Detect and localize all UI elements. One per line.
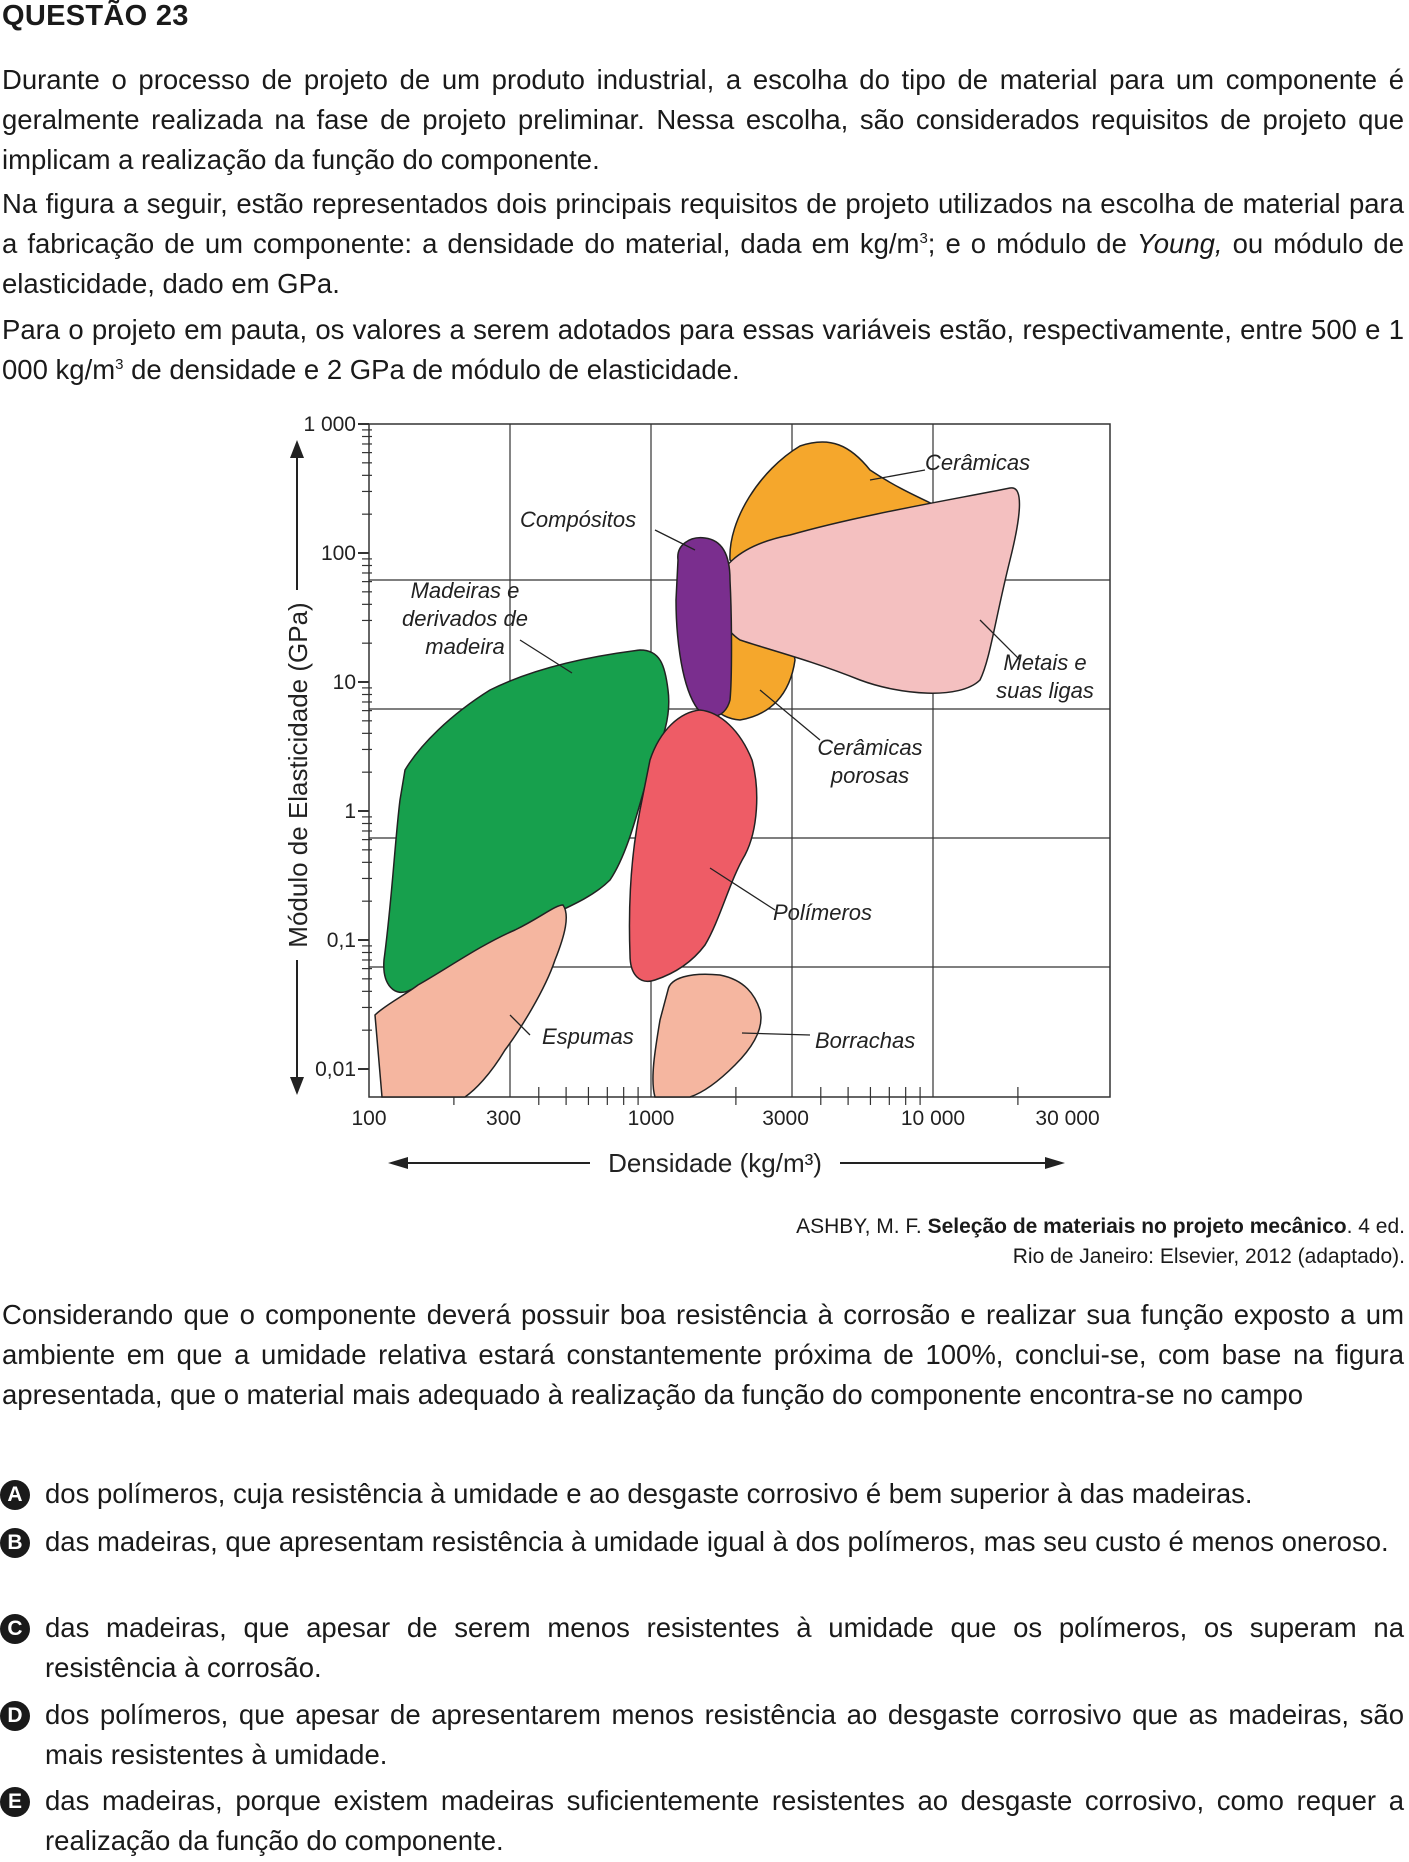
label-polimeros: Polímeros	[773, 900, 872, 925]
region-madeiras	[383, 649, 670, 993]
x-tick-label: 3000	[762, 1107, 809, 1130]
y-tick-label: 0,1	[327, 929, 356, 952]
region-metais	[717, 487, 1021, 694]
option-text-b: das madeiras, que apresentam resistência…	[45, 1526, 1389, 1557]
option-c[interactable]: C das madeiras, que apesar de serem meno…	[0, 1608, 1404, 1688]
x-tick-label: 10 000	[901, 1107, 965, 1130]
x-tick-label: 1000	[628, 1107, 675, 1130]
y-axis-label: Módulo de Elasticidade (GPa)	[283, 602, 313, 947]
ashby-chart: Cerâmicas Compósitos Madeiras e derivado…	[282, 413, 1111, 1181]
citation: ASHBY, M. F. Seleção de materiais no pro…	[796, 1215, 1405, 1268]
label-espumas: Espumas	[542, 1024, 634, 1049]
option-letter-a: A	[0, 1480, 30, 1510]
option-letter-d: D	[0, 1701, 30, 1731]
option-text-e: das madeiras, porque existem madeiras su…	[45, 1785, 1404, 1856]
option-letter-e: E	[0, 1787, 30, 1817]
option-letter-c: C	[0, 1614, 30, 1644]
option-text-c: das madeiras, que apesar de serem menos …	[45, 1612, 1404, 1683]
x-tick-label: 100	[351, 1107, 386, 1130]
label-madeiras-3: madeira	[425, 634, 504, 659]
label-compositos: Compósitos	[520, 507, 636, 532]
option-text-a: dos polímeros, cuja resistência à umidad…	[45, 1478, 1253, 1509]
question-stem: Considerando que o componente deverá pos…	[2, 1299, 1404, 1410]
region-compositos	[675, 537, 733, 718]
label-metais-2: suas ligas	[996, 678, 1094, 703]
option-b[interactable]: B das madeiras, que apresentam resistênc…	[0, 1522, 1404, 1562]
label-madeiras-1: Madeiras e	[411, 578, 520, 603]
option-text-d: dos polímeros, que apesar de apresentare…	[45, 1699, 1404, 1770]
y-tick-label: 1 000	[303, 413, 356, 436]
option-e[interactable]: E das madeiras, porque existem madeiras …	[0, 1781, 1404, 1861]
y-tick-label: 10	[333, 671, 356, 694]
label-ceramicas-porosas-1: Cerâmicas	[817, 735, 922, 760]
option-letter-b: B	[0, 1528, 30, 1558]
region-borrachas	[652, 973, 762, 1098]
x-tick-label: 300	[486, 1107, 521, 1130]
paragraph-values: Para o projeto em pauta, os valores a se…	[2, 314, 1404, 385]
label-ceramicas: Cerâmicas	[925, 450, 1030, 475]
x-axis-label: Densidade (kg/m³)	[608, 1148, 822, 1178]
y-arrow-up-icon	[290, 440, 304, 458]
region-polimeros	[628, 709, 758, 982]
y-tick-label: 1	[344, 800, 356, 823]
option-a[interactable]: A dos polímeros, cuja resistência à umid…	[0, 1474, 1404, 1514]
option-d[interactable]: D dos polímeros, que apesar de apresenta…	[0, 1695, 1404, 1775]
paragraph-intro: Durante o processo de projeto de um prod…	[2, 64, 1404, 175]
label-ceramicas-porosas-2: porosas	[830, 763, 909, 788]
label-borrachas: Borrachas	[815, 1028, 915, 1053]
region-espumas	[374, 904, 567, 1098]
y-tick-label: 100	[321, 542, 356, 565]
x-tick-label: 30 000	[1035, 1107, 1099, 1130]
y-tick-label: 0,01	[315, 1058, 356, 1081]
y-arrow-down-icon	[290, 1077, 304, 1095]
paragraph-requirements: Na figura a seguir, estão representados …	[2, 188, 1404, 299]
x-arrow-right-icon	[1045, 1157, 1065, 1169]
label-madeiras-2: derivados de	[402, 606, 528, 631]
x-arrow-left-icon	[388, 1157, 408, 1169]
question-title: QUESTÃO 23	[2, 0, 189, 32]
label-metais-1: Metais e	[1003, 650, 1086, 675]
